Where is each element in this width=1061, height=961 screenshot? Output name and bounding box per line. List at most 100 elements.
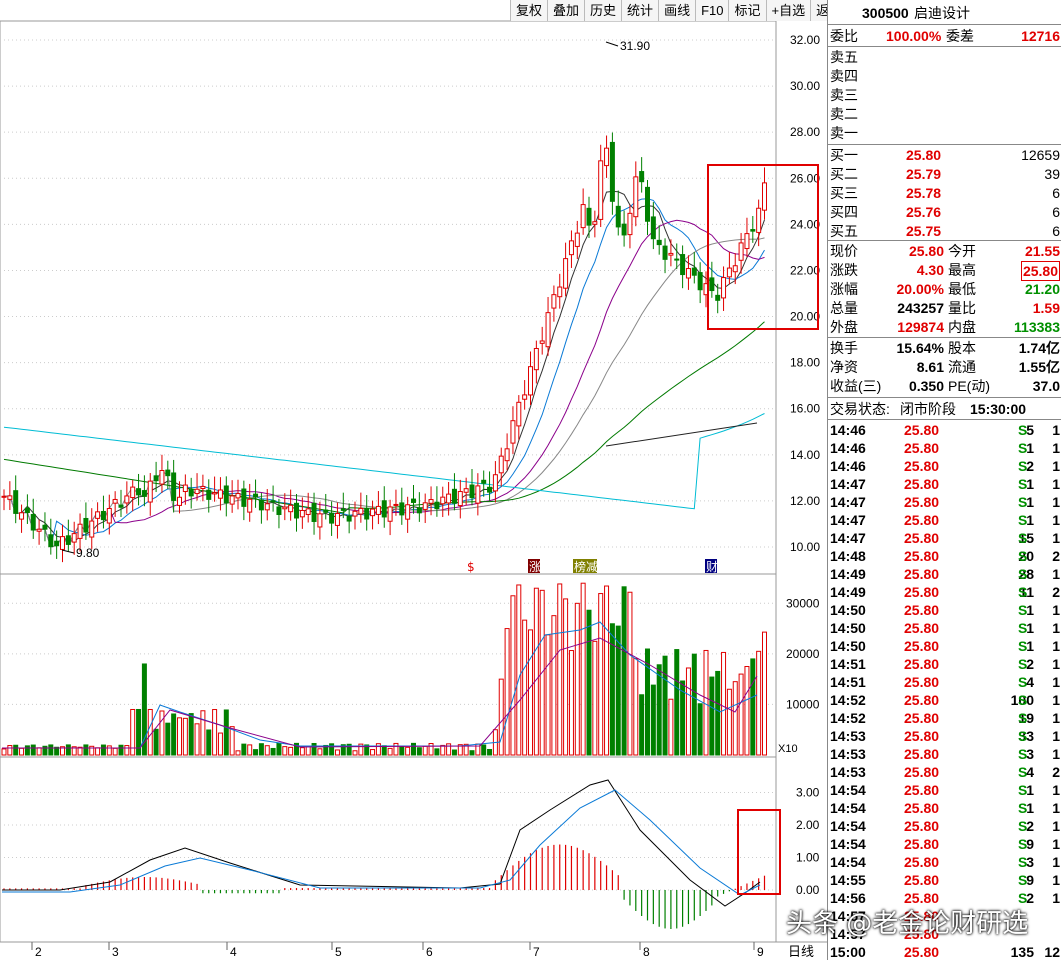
tick-time: 14:51 bbox=[830, 674, 866, 690]
volume-bar bbox=[276, 742, 282, 756]
fund-row: 换手 15.64% 股本 1.74亿 bbox=[828, 339, 1061, 357]
candle-body bbox=[645, 186, 650, 222]
highlight-box-macd bbox=[737, 809, 781, 895]
candle-body bbox=[463, 488, 469, 493]
tick-time: 14:52 bbox=[830, 692, 866, 708]
ma250-line bbox=[605, 422, 758, 447]
quote-label-2: 量比 bbox=[948, 300, 976, 316]
volume-bar bbox=[568, 650, 574, 756]
tick-count: 1 bbox=[1052, 692, 1060, 708]
bid-volume: 6 bbox=[1052, 185, 1060, 201]
volume-bar bbox=[697, 703, 703, 756]
tick-price: 25.80 bbox=[904, 494, 940, 510]
tick-count: 1 bbox=[1052, 872, 1060, 888]
toolbar-button-3[interactable]: 统计 bbox=[621, 0, 659, 21]
volume-unit: X10 bbox=[778, 743, 798, 755]
volume-bar bbox=[387, 747, 393, 756]
toolbar-button-2[interactable]: 历史 bbox=[584, 0, 622, 21]
tick-volume: 4 bbox=[1026, 764, 1034, 780]
toolbar-button-4[interactable]: 画线 bbox=[658, 0, 696, 21]
trade-status-row: 交易状态: 闭市阶段 15:30:00 bbox=[828, 400, 1061, 418]
tick-volume: 1 bbox=[1026, 440, 1034, 456]
tick-count: 1 bbox=[1052, 818, 1060, 834]
tick-volume: 2 bbox=[1026, 656, 1034, 672]
highlight-box-price bbox=[707, 164, 819, 330]
status-time: 15:30:00 bbox=[970, 401, 1027, 417]
tick-price: 25.80 bbox=[904, 908, 940, 924]
tick-volume: 28 bbox=[1018, 566, 1034, 582]
tick-price: 25.80 bbox=[904, 836, 940, 852]
volume-bar bbox=[206, 729, 212, 756]
tick-volume: 3 bbox=[1026, 746, 1034, 762]
bid-label: 买二 bbox=[830, 166, 858, 182]
tick-row: 14:54 25.80 1 S 1 bbox=[828, 799, 1061, 817]
tick-side: S bbox=[1018, 656, 1028, 672]
tick-price: 25.80 bbox=[904, 692, 940, 708]
tick-time: 14:51 bbox=[830, 656, 866, 672]
volume-bar bbox=[726, 688, 732, 756]
ask-label: 卖五 bbox=[830, 49, 858, 65]
kline-chart[interactable]: 32.0030.0028.0026.0024.0022.0020.0018.00… bbox=[0, 0, 827, 960]
toolbar-button-6[interactable]: 标记 bbox=[728, 0, 766, 21]
tick-count: 1 bbox=[1052, 800, 1060, 816]
volume-bar bbox=[680, 680, 686, 756]
tick-count: 1 bbox=[1052, 836, 1060, 852]
tick-row: 14:54 25.80 3 S 1 bbox=[828, 853, 1061, 871]
tick-volume: 11 bbox=[1019, 584, 1034, 600]
tick-price: 25.80 bbox=[904, 818, 940, 834]
fund-value: 15.64% bbox=[896, 340, 944, 356]
tick-time: 14:46 bbox=[830, 458, 866, 474]
candle-body bbox=[721, 277, 727, 299]
candle-body bbox=[604, 147, 610, 167]
volume-bar bbox=[522, 619, 528, 756]
volume-bar bbox=[627, 591, 633, 756]
candle-body bbox=[299, 509, 305, 518]
volume-bar bbox=[381, 745, 387, 756]
toolbar-button-1[interactable]: 叠加 bbox=[547, 0, 585, 21]
tick-time: 14:57 bbox=[830, 926, 866, 942]
tick-side: S bbox=[1018, 638, 1028, 654]
tick-row: 14:49 25.80 11 S 2 bbox=[828, 583, 1061, 601]
toolbar-button-0[interactable]: 复权 bbox=[510, 0, 548, 21]
volume-bar bbox=[446, 743, 452, 756]
tick-price: 25.80 bbox=[904, 422, 940, 438]
tick-side: S bbox=[1018, 710, 1028, 726]
ask-row: 卖一 bbox=[828, 124, 1061, 142]
candle-body bbox=[668, 252, 674, 256]
tick-volume: 9 bbox=[1026, 872, 1034, 888]
candle-body bbox=[159, 470, 165, 485]
candle-body bbox=[288, 504, 294, 513]
tick-count: 1 bbox=[1052, 512, 1060, 528]
volume-bar bbox=[352, 750, 358, 756]
tick-time: 14:54 bbox=[830, 836, 866, 852]
tick-row: 14:54 25.80 1 S 1 bbox=[828, 781, 1061, 799]
toolbar-button-7[interactable]: +自选 bbox=[765, 0, 811, 21]
volume-bar bbox=[83, 744, 89, 756]
tick-time: 14:46 bbox=[830, 422, 866, 438]
tick-row: 14:54 25.80 2 S 1 bbox=[828, 817, 1061, 835]
candle-body bbox=[177, 496, 182, 506]
quote-value: 4.30 bbox=[916, 262, 944, 278]
candle-body bbox=[329, 512, 335, 524]
ma120-line bbox=[3, 413, 765, 510]
toolbar-button-5[interactable]: F10 bbox=[695, 0, 729, 21]
bid-price: 25.78 bbox=[906, 185, 942, 201]
tick-count: 1 bbox=[1052, 638, 1060, 654]
quote-value-2: 25.80 bbox=[1020, 261, 1060, 281]
candle-body bbox=[270, 500, 276, 503]
tick-row: 14:53 25.80 33 S 1 bbox=[828, 727, 1061, 745]
volume-bar bbox=[317, 748, 323, 756]
candle-body bbox=[71, 533, 77, 543]
candle-body bbox=[141, 490, 147, 497]
tick-time: 14:53 bbox=[830, 764, 866, 780]
date-tick: 9 bbox=[757, 945, 764, 959]
tick-volume: 4 bbox=[1026, 674, 1034, 690]
volume-bar bbox=[428, 743, 434, 756]
candle-body bbox=[364, 508, 370, 520]
tick-side: S bbox=[1018, 728, 1028, 744]
tick-count: 1 bbox=[1052, 674, 1060, 690]
tick-price: 25.80 bbox=[904, 512, 940, 528]
volume-bar bbox=[440, 744, 446, 756]
candle-body bbox=[510, 420, 516, 444]
ask-label: 卖四 bbox=[830, 68, 858, 84]
